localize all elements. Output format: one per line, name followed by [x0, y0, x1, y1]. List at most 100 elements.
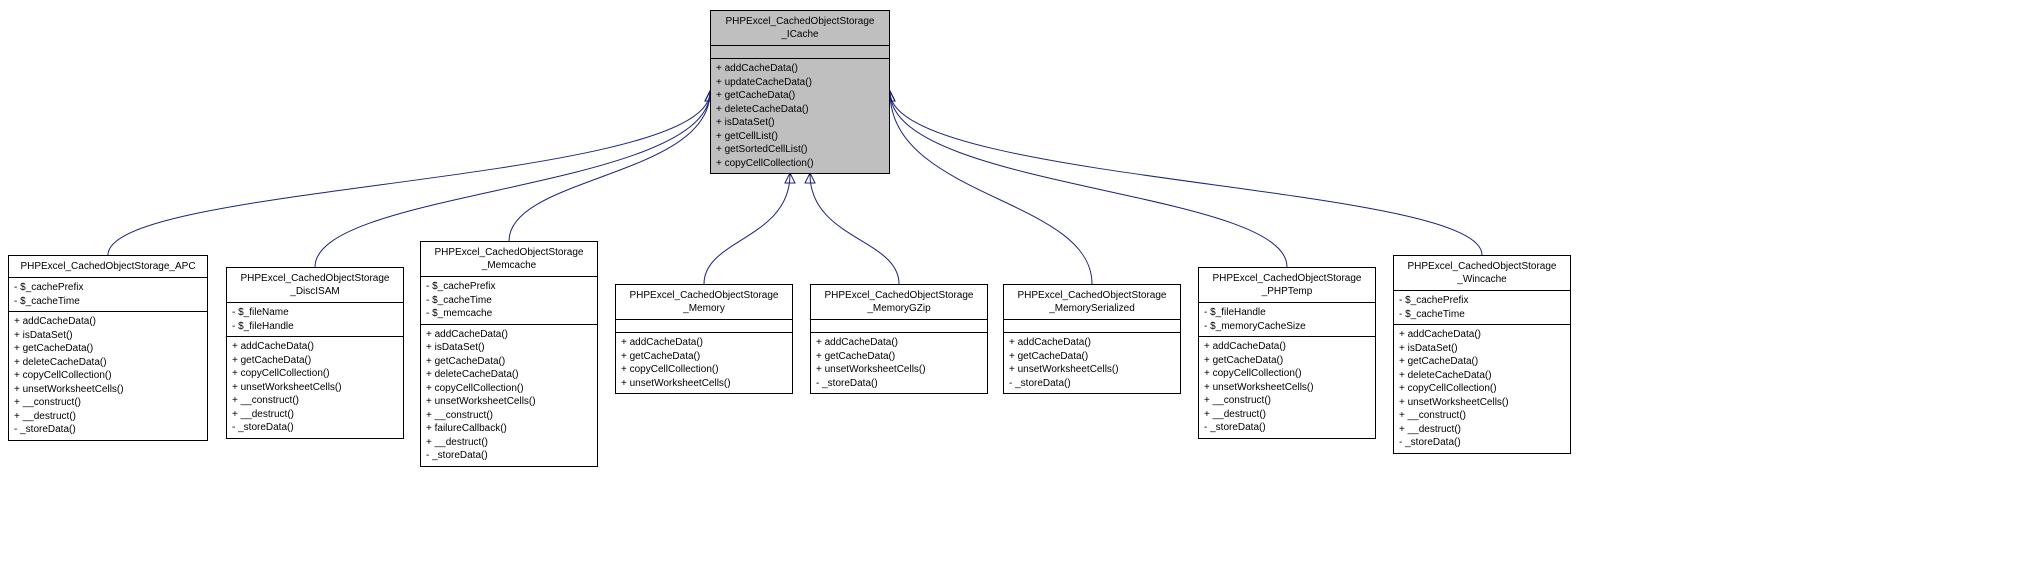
uml-op: + isDataSet() — [716, 116, 884, 130]
title-line: _Memcache — [482, 260, 536, 271]
title-line: PHPExcel_CachedObjectStorage — [1213, 273, 1362, 284]
uml-attrs: - $_fileHandle- $_memoryCacheSize — [1199, 303, 1375, 337]
uml-op: + __destruct() — [1204, 408, 1370, 422]
uml-ops: + addCacheData()+ getCacheData()+ unsetW… — [811, 333, 987, 393]
uml-op: + unsetWorksheetCells() — [1399, 396, 1565, 410]
uml-op: + addCacheData() — [816, 336, 982, 350]
uml-op: + __construct() — [1399, 409, 1565, 423]
uml-class-apc: PHPExcel_CachedObjectStorage_APC- $_cach… — [8, 255, 208, 441]
uml-attr: - $_cacheTime — [426, 294, 592, 308]
uml-op: + updateCacheData() — [716, 76, 884, 90]
uml-op: + getCacheData() — [716, 89, 884, 103]
uml-class-memcache: PHPExcel_CachedObjectStorage _Memcache - $… — [420, 241, 598, 467]
uml-op: + addCacheData() — [14, 315, 202, 329]
uml-op: + unsetWorksheetCells() — [1009, 363, 1175, 377]
uml-op: - _storeData() — [1009, 377, 1175, 391]
uml-op: + addCacheData() — [1204, 340, 1370, 354]
uml-attr: - $_memcache — [426, 307, 592, 321]
title-line: _MemoryGZip — [867, 303, 930, 314]
uml-op: + deleteCacheData() — [14, 356, 202, 370]
title-line: PHPExcel_CachedObjectStorage — [825, 290, 974, 301]
uml-op: + failureCallback() — [426, 422, 592, 436]
uml-ops: + addCacheData()+ isDataSet()+ getCacheD… — [9, 312, 207, 440]
uml-ops: + addCacheData()+ getCacheData()+ unsetW… — [1004, 333, 1180, 393]
uml-attrs — [1004, 320, 1180, 333]
uml-op: - _storeData() — [426, 449, 592, 463]
uml-attrs-empty — [711, 46, 889, 59]
uml-class-title: PHPExcel_CachedObjectStorage_APC — [9, 256, 207, 278]
uml-op: + getCacheData() — [14, 342, 202, 356]
uml-op: + copyCellCollection() — [716, 157, 884, 171]
uml-op: + addCacheData() — [716, 62, 884, 76]
uml-edge — [509, 92, 710, 241]
uml-op: + unsetWorksheetCells() — [816, 363, 982, 377]
uml-ops: + addCacheData()+ getCacheData()+ copyCe… — [616, 333, 792, 393]
uml-op: + __construct() — [1204, 394, 1370, 408]
uml-op: + copyCellCollection() — [1399, 382, 1565, 396]
uml-op: + copyCellCollection() — [426, 382, 592, 396]
title-line: PHPExcel_CachedObjectStorage — [435, 247, 584, 258]
title-line: PHPExcel_CachedObjectStorage — [630, 290, 779, 301]
uml-op: + getCacheData() — [621, 350, 787, 364]
uml-op: + getCacheData() — [232, 354, 398, 368]
title-line: PHPExcel_CachedObjectStorage — [1408, 261, 1557, 272]
uml-edge — [108, 92, 710, 255]
uml-attr: - $_fileHandle — [232, 320, 398, 334]
uml-op: + addCacheData() — [1399, 328, 1565, 342]
uml-op: - _storeData() — [14, 423, 202, 437]
uml-edge — [810, 174, 899, 284]
uml-op: - _storeData() — [1204, 421, 1370, 435]
uml-op: + getCacheData() — [1399, 355, 1565, 369]
uml-op: + isDataSet() — [14, 329, 202, 343]
uml-op: + getCacheData() — [426, 355, 592, 369]
uml-class-memory: PHPExcel_CachedObjectStorage _Memory + add… — [615, 284, 793, 394]
uml-op: + unsetWorksheetCells() — [1204, 381, 1370, 395]
uml-attrs: - $_cachePrefix- $_cacheTime- $_memcache — [421, 277, 597, 325]
uml-edge — [890, 92, 1092, 284]
uml-op: + isDataSet() — [426, 341, 592, 355]
title-line: _MemorySerialized — [1049, 303, 1135, 314]
uml-op: + addCacheData() — [621, 336, 787, 350]
uml-ops: + addCacheData()+ isDataSet()+ getCacheD… — [1394, 325, 1570, 453]
uml-class-title: PHPExcel_CachedObjectStorage _ICache — [711, 11, 889, 46]
uml-class-title: PHPExcel_CachedObjectStorage _Memcache — [421, 242, 597, 277]
uml-op: - _storeData() — [232, 421, 398, 435]
title-line: _ICache — [781, 29, 818, 40]
uml-class-title: PHPExcel_CachedObjectStorage_MemorySeria… — [1004, 285, 1180, 320]
uml-op: + isDataSet() — [1399, 342, 1565, 356]
uml-class-memser: PHPExcel_CachedObjectStorage_MemorySeria… — [1003, 284, 1181, 394]
uml-ops: + addCacheData()+ getCacheData()+ copyCe… — [1199, 337, 1375, 438]
uml-class-title: PHPExcel_CachedObjectStorage _MemoryGZip — [811, 285, 987, 320]
uml-op: + addCacheData() — [426, 328, 592, 342]
uml-attr: - $_cachePrefix — [1399, 294, 1565, 308]
uml-class-title: PHPExcel_CachedObjectStorage_PHPTemp — [1199, 268, 1375, 303]
uml-class-phptemp: PHPExcel_CachedObjectStorage_PHPTemp- $_… — [1198, 267, 1376, 439]
uml-attrs: - $_fileName- $_fileHandle — [227, 303, 403, 337]
uml-op: + deleteCacheData() — [1399, 369, 1565, 383]
uml-attr: - $_memoryCacheSize — [1204, 320, 1370, 334]
uml-op: + __destruct() — [1399, 423, 1565, 437]
uml-ops: + addCacheData()+ getCacheData()+ copyCe… — [227, 337, 403, 438]
uml-op: + getCacheData() — [1204, 354, 1370, 368]
uml-class-memgzip: PHPExcel_CachedObjectStorage _MemoryGZip +… — [810, 284, 988, 394]
uml-class-title: PHPExcel_CachedObjectStorage_Wincache — [1394, 256, 1570, 291]
uml-edge — [704, 174, 790, 284]
uml-op: + copyCellCollection() — [621, 363, 787, 377]
uml-attr: - $_fileName — [232, 306, 398, 320]
uml-op: + getCellList() — [716, 130, 884, 144]
uml-op: + __destruct() — [232, 408, 398, 422]
uml-op: + copyCellCollection() — [14, 369, 202, 383]
uml-op: + deleteCacheData() — [716, 103, 884, 117]
uml-attrs: - $_cachePrefix- $_cacheTime — [1394, 291, 1570, 325]
uml-op: + deleteCacheData() — [426, 368, 592, 382]
uml-class-wincache: PHPExcel_CachedObjectStorage_Wincache- $… — [1393, 255, 1571, 454]
uml-edge — [890, 92, 1287, 267]
title-line: _Memory — [683, 303, 725, 314]
uml-op: + getCacheData() — [1009, 350, 1175, 364]
uml-attr: - $_cacheTime — [1399, 308, 1565, 322]
uml-op: + copyCellCollection() — [232, 367, 398, 381]
uml-attrs — [811, 320, 987, 333]
uml-op: + __destruct() — [14, 410, 202, 424]
title-line: PHPExcel_CachedObjectStorage — [726, 16, 875, 27]
uml-ops: + addCacheData()+ isDataSet()+ getCacheD… — [421, 325, 597, 466]
